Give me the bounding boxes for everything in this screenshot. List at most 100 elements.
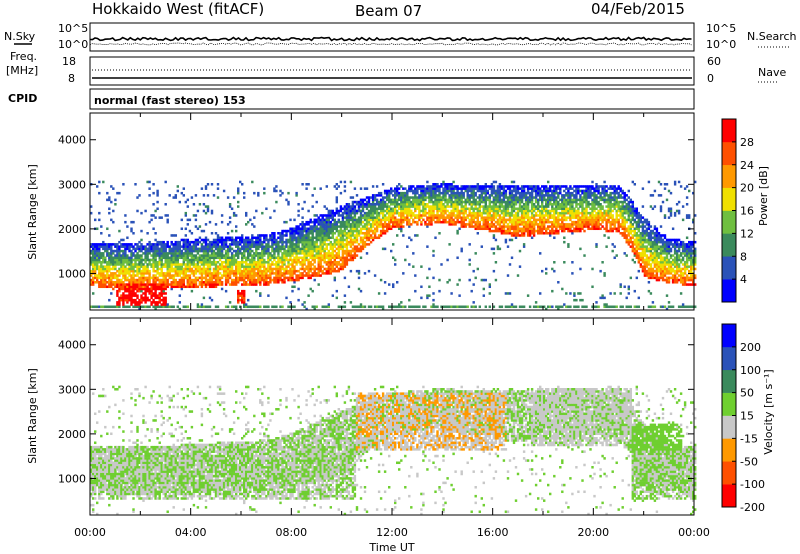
data-cell xyxy=(291,258,294,262)
data-cell xyxy=(335,265,339,268)
data-cell xyxy=(547,200,550,204)
data-cell xyxy=(414,200,417,204)
data-cell xyxy=(100,252,103,255)
data-cell xyxy=(118,256,121,260)
data-cell xyxy=(458,196,461,199)
data-cell xyxy=(150,287,153,291)
data-cell xyxy=(267,274,270,277)
data-cell xyxy=(329,236,333,240)
data-cell xyxy=(309,261,312,264)
data-cell xyxy=(430,209,433,213)
data-cell xyxy=(253,254,256,257)
data-cell xyxy=(337,185,341,188)
data-cell xyxy=(434,216,437,219)
data-cell xyxy=(428,216,431,219)
data-cell xyxy=(309,274,312,277)
data-cell xyxy=(400,203,403,206)
data-cell xyxy=(112,305,115,309)
data-cell xyxy=(351,203,355,206)
data-cell xyxy=(361,200,365,204)
data-cell xyxy=(446,203,449,206)
data-cell xyxy=(329,225,333,228)
data-cell xyxy=(474,276,477,280)
data-cell xyxy=(287,261,290,264)
data-cell xyxy=(247,245,250,248)
data-cell xyxy=(486,189,490,193)
data-cell xyxy=(122,283,125,286)
data-cell xyxy=(178,263,182,266)
data-cell xyxy=(440,216,443,219)
data-cell xyxy=(373,211,377,215)
data-cell xyxy=(291,267,294,271)
data-cell xyxy=(317,232,320,235)
data-cell xyxy=(424,194,427,197)
data-cell xyxy=(408,236,411,240)
data-cell xyxy=(267,252,270,255)
data-cell xyxy=(353,254,357,257)
data-cell xyxy=(339,232,343,235)
data-cell xyxy=(456,218,459,222)
data-cell xyxy=(293,229,296,233)
data-cell xyxy=(271,272,274,275)
data-cell xyxy=(551,229,554,233)
data-cell xyxy=(148,247,151,251)
data-cell xyxy=(313,227,316,231)
data-cell xyxy=(156,294,159,297)
data-cell xyxy=(269,263,272,266)
data-cell xyxy=(90,269,93,273)
data-cell xyxy=(480,196,484,199)
data-cell xyxy=(212,249,216,253)
data-cell xyxy=(484,218,488,222)
data-cell xyxy=(494,180,498,184)
data-cell xyxy=(530,205,534,208)
data-cell xyxy=(108,198,111,202)
data-cell xyxy=(520,229,524,233)
data-cell xyxy=(551,267,554,271)
data-cell xyxy=(160,216,163,219)
data-cell xyxy=(359,223,363,226)
data-cell xyxy=(303,238,306,242)
data-cell xyxy=(289,258,292,262)
data-cell xyxy=(208,267,212,271)
data-cell xyxy=(508,198,512,202)
data-cell xyxy=(333,232,337,235)
data-cell xyxy=(424,220,427,224)
data-cell xyxy=(224,267,228,271)
data-cell xyxy=(174,281,178,284)
data-cell xyxy=(100,272,103,275)
data-cell xyxy=(220,281,224,284)
data-cell xyxy=(289,254,292,257)
data-cell xyxy=(351,249,355,253)
data-cell xyxy=(309,218,312,222)
data-cell xyxy=(468,200,471,204)
data-cell xyxy=(394,203,397,206)
data-cell xyxy=(186,205,190,208)
data-cell xyxy=(530,229,534,233)
data-cell xyxy=(474,216,477,219)
data-cell xyxy=(420,265,423,268)
data-cell xyxy=(309,254,312,257)
data-cell xyxy=(353,229,357,233)
data-cell xyxy=(152,287,155,291)
data-cell xyxy=(337,267,341,271)
data-cell xyxy=(243,261,246,264)
data-cell xyxy=(462,209,465,213)
data-cell xyxy=(549,200,552,204)
data-cell xyxy=(432,216,435,219)
data-cell xyxy=(285,256,288,260)
data-cell xyxy=(355,203,359,206)
data-cell xyxy=(331,245,335,248)
data-cell xyxy=(110,243,113,246)
data-cell xyxy=(446,216,449,219)
data-cell xyxy=(293,256,296,260)
data-cell xyxy=(196,249,200,253)
data-cell xyxy=(339,205,343,208)
data-cell xyxy=(235,236,238,240)
data-cell xyxy=(490,183,494,186)
data-cell xyxy=(263,278,266,282)
data-cell xyxy=(430,194,433,197)
data-cell xyxy=(196,240,200,244)
data-cell xyxy=(220,261,224,264)
data-cell xyxy=(526,205,530,208)
data-cell xyxy=(319,263,322,266)
